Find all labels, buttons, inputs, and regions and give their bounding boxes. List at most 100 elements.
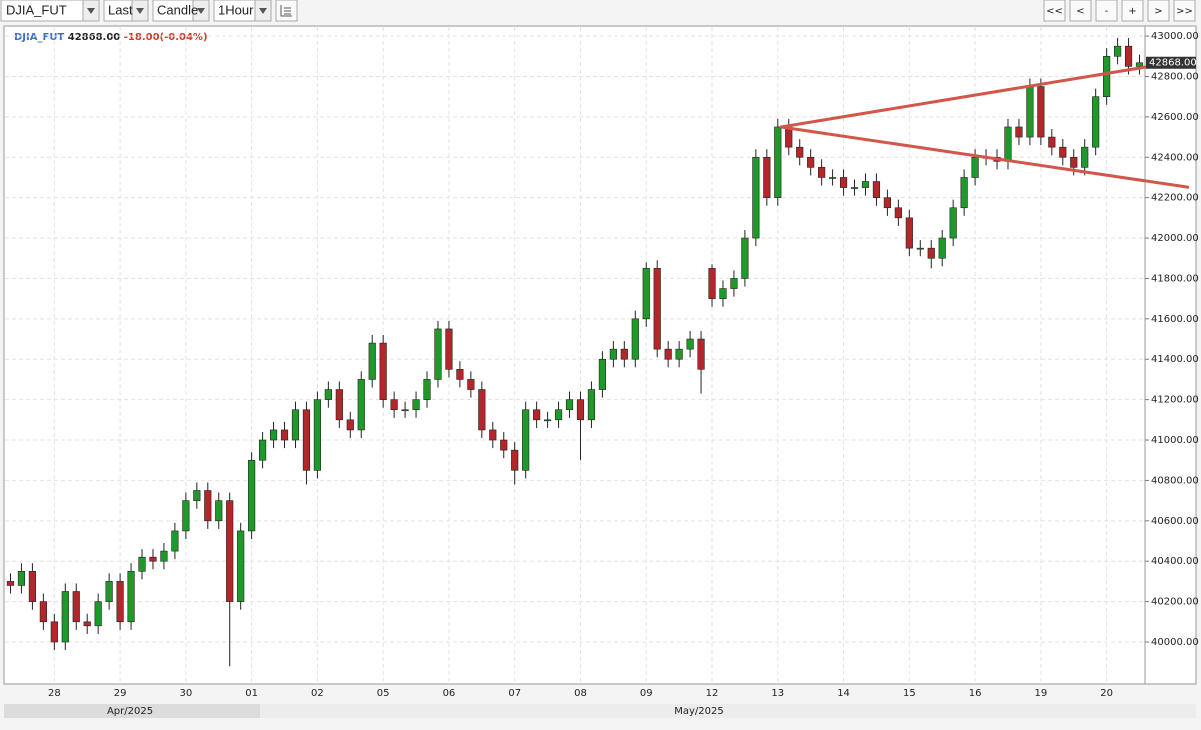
candle-body xyxy=(456,369,464,380)
candle-body xyxy=(971,156,979,178)
candle-body xyxy=(204,490,212,522)
candle-body xyxy=(390,399,398,411)
legend: DJIA_FUT 42868.00 -18.00(-0.04%) xyxy=(14,32,208,43)
y-tick-label: 40600.00 xyxy=(1151,516,1199,527)
candle-body xyxy=(105,581,113,602)
candle-body xyxy=(872,181,881,198)
candle-body xyxy=(1026,86,1034,138)
x-tick-label: 13 xyxy=(771,688,784,699)
candle-body xyxy=(302,409,311,471)
candle-body xyxy=(533,409,541,421)
candle-body xyxy=(883,197,891,209)
nav-button-label[interactable]: + xyxy=(1128,6,1136,17)
y-tick-label: 40400.00 xyxy=(1151,556,1199,567)
x-tick-label: 20 xyxy=(1100,688,1113,699)
nav-button-label[interactable]: - xyxy=(1105,6,1109,17)
y-tick-label: 42800.00 xyxy=(1151,71,1199,82)
candle-body xyxy=(587,389,596,421)
nav-button-label[interactable]: < xyxy=(1076,6,1084,17)
candle-body xyxy=(259,439,267,461)
candle-body xyxy=(379,342,387,400)
candle-body xyxy=(785,126,793,148)
month-band xyxy=(4,704,260,718)
symbol-text[interactable]: DJIA_FUT xyxy=(6,2,67,17)
candle-body xyxy=(708,268,716,299)
candle-body xyxy=(938,237,946,259)
x-tick-label: 28 xyxy=(48,688,61,699)
nav-button[interactable] xyxy=(1043,0,1066,22)
chart-type-select[interactable]: Candle xyxy=(152,0,210,22)
candle-body xyxy=(730,278,738,289)
y-tick-label: 41200.00 xyxy=(1151,395,1199,406)
candle-body xyxy=(335,389,343,421)
candle-body xyxy=(500,439,508,451)
candle-body xyxy=(565,399,574,411)
candle-body xyxy=(116,581,124,623)
candle-body xyxy=(544,419,552,422)
candle-body xyxy=(554,409,563,421)
candle-body xyxy=(686,338,694,350)
symbol-select[interactable]: DJIA_FUT xyxy=(0,0,100,22)
y-tick-label: 41000.00 xyxy=(1151,435,1199,446)
candle-body xyxy=(653,268,661,350)
candle-body xyxy=(1135,62,1144,67)
last-price-text: 42868.00 xyxy=(1149,58,1197,69)
nav-button-label[interactable]: >> xyxy=(1176,6,1193,17)
x-tick-label: 30 xyxy=(179,688,192,699)
candle-body xyxy=(324,389,332,400)
candle-body xyxy=(94,601,102,627)
candle-body xyxy=(609,348,617,360)
candle-body xyxy=(522,409,530,471)
y-tick-label: 42600.00 xyxy=(1151,112,1199,123)
x-tick-label: 09 xyxy=(640,688,653,699)
settings-button[interactable] xyxy=(275,0,298,22)
candle-body xyxy=(357,379,365,431)
y-tick-label: 42200.00 xyxy=(1151,193,1199,204)
y-tick-label: 42400.00 xyxy=(1151,152,1199,163)
candle-body xyxy=(182,500,190,532)
price-type-text[interactable]: Last xyxy=(108,2,133,17)
month-label: May/2025 xyxy=(674,706,724,717)
candle-body xyxy=(1048,136,1056,148)
y-tick-label: 42000.00 xyxy=(1151,233,1199,244)
candle-body xyxy=(818,167,826,178)
nav-button[interactable] xyxy=(1147,0,1170,22)
x-tick-label: 05 xyxy=(377,688,390,699)
nav-button[interactable] xyxy=(1069,0,1092,22)
candle-body xyxy=(248,459,256,532)
chart-type-text[interactable]: Candle xyxy=(157,2,198,17)
candle-body xyxy=(719,288,727,299)
interval-text[interactable]: 1Hour xyxy=(218,2,254,17)
candle-body xyxy=(620,348,628,360)
candle-body xyxy=(72,591,80,623)
x-tick-label: 14 xyxy=(837,688,850,699)
candle-body xyxy=(576,399,585,421)
candle-body xyxy=(511,449,519,471)
candle-body xyxy=(905,217,913,249)
candle-body xyxy=(1015,126,1023,138)
interval-select[interactable]: 1Hour xyxy=(213,0,272,22)
candle-body xyxy=(171,530,179,552)
candle-body xyxy=(697,338,705,370)
chart-frame xyxy=(3,25,1197,685)
nav-button[interactable] xyxy=(1095,0,1118,22)
nav-button-label[interactable]: > xyxy=(1154,6,1162,17)
nav-button[interactable] xyxy=(1173,0,1196,22)
candle-body xyxy=(269,429,278,441)
nav-button[interactable] xyxy=(1121,0,1144,22)
nav-button-label[interactable]: << xyxy=(1046,6,1063,17)
y-tick-label: 41800.00 xyxy=(1151,273,1199,284)
candle-body xyxy=(861,181,870,188)
candle-body xyxy=(1059,146,1067,158)
candle-body xyxy=(467,379,475,390)
candle-body xyxy=(127,571,135,623)
candle-body xyxy=(752,156,760,239)
candle-body xyxy=(280,429,289,441)
candle-body xyxy=(631,318,639,360)
candle-body xyxy=(598,358,606,390)
candle-body xyxy=(763,156,771,198)
toolbar: DJIA_FUT Last Candle 1Hour xyxy=(0,0,298,22)
y-tick-label: 40000.00 xyxy=(1151,637,1199,648)
price-type-select[interactable]: Last xyxy=(103,0,149,22)
